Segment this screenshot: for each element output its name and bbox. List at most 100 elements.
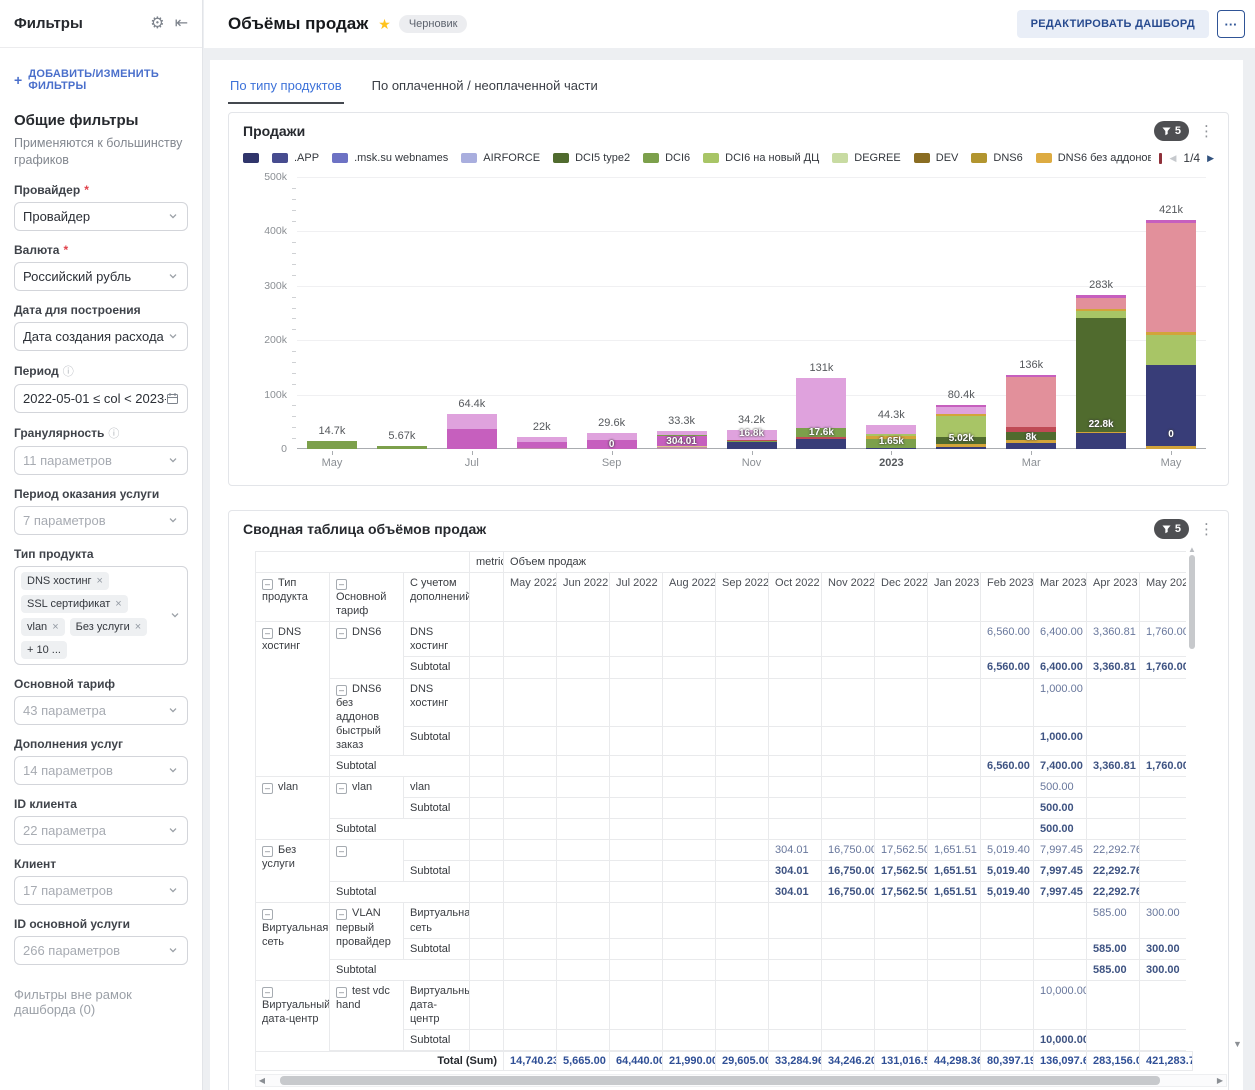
bar-segment[interactable] (796, 437, 847, 439)
favorite-star-icon[interactable]: ★ (378, 15, 391, 32)
more-values-chip[interactable]: + 10 ... (21, 640, 67, 659)
filter-select-currency[interactable]: Российский рубль (14, 261, 188, 291)
bar-segment[interactable] (796, 377, 847, 428)
legend-item[interactable]: DNS6 (971, 152, 1023, 164)
legend-item[interactable]: DEV (913, 152, 958, 164)
bar-segment[interactable] (656, 445, 707, 447)
collapse-minus-icon[interactable]: – (336, 783, 347, 795)
tab-by-paid-unpaid[interactable]: По оплаченной / неоплаченной части (371, 78, 598, 93)
legend-item[interactable]: AIRFORCE (461, 152, 540, 164)
legend-item[interactable]: .APP (272, 152, 319, 164)
bar-segment[interactable] (1146, 334, 1197, 365)
chip-remove-icon[interactable]: × (52, 620, 59, 633)
bar-segment[interactable] (1146, 331, 1197, 335)
bar-segment[interactable] (936, 407, 987, 415)
bar-segment[interactable] (516, 437, 567, 443)
gear-icon[interactable]: ⚙ (150, 14, 165, 32)
bar-segment[interactable] (726, 441, 777, 449)
bar-segment[interactable] (656, 446, 707, 449)
bar-segment[interactable] (1076, 310, 1127, 319)
legend-item[interactable]: DEGREE (832, 152, 901, 164)
collapse-minus-icon[interactable]: – (262, 783, 273, 795)
bar-segment[interactable] (1076, 295, 1127, 299)
collapse-minus-icon[interactable]: – (336, 986, 347, 998)
month-header[interactable]: May 2023 (1139, 572, 1186, 623)
bar-segment[interactable] (1006, 375, 1057, 377)
filter-select-date-field[interactable]: Дата создания расхода (14, 321, 188, 351)
bar-segment[interactable] (376, 445, 427, 449)
bar-segment[interactable] (726, 440, 777, 442)
bar-segment[interactable] (1146, 446, 1197, 449)
bar-segment[interactable] (936, 405, 987, 408)
bar-segment[interactable] (586, 432, 637, 440)
month-header[interactable]: Jul 2022 (609, 572, 664, 623)
bar-segment[interactable] (866, 447, 917, 449)
filter-select-product-type[interactable]: DNS хостинг × SSL сертификат × vlan × Без услу… (14, 565, 188, 665)
vertical-scroll-thumb[interactable] (1189, 555, 1195, 649)
bar-segment[interactable] (516, 442, 567, 449)
bar-segment[interactable] (446, 429, 497, 449)
bar-segment[interactable] (1006, 443, 1057, 449)
horizontal-scroll-thumb[interactable] (280, 1076, 1160, 1085)
filter-select-granularity[interactable]: 11 параметров (14, 445, 188, 475)
month-header[interactable]: Jan 2023 (927, 572, 982, 623)
month-header[interactable]: Oct 2022 (768, 572, 823, 623)
chip-remove-icon[interactable]: × (134, 620, 142, 633)
legend-item[interactable]: DCI6 на новый ДЦ (703, 152, 819, 164)
bar-segment[interactable] (586, 439, 637, 441)
horizontal-scrollbar[interactable]: ◀ ▶ (255, 1074, 1227, 1087)
month-header[interactable]: Jun 2022 (556, 572, 611, 623)
bar-segment[interactable] (1146, 223, 1197, 332)
legend-item[interactable] (243, 153, 259, 163)
filter-select-base-tariff[interactable]: 43 параметра (14, 695, 188, 725)
bar-segment[interactable] (1076, 318, 1127, 432)
bar-segment[interactable] (1006, 376, 1057, 427)
bar-segment[interactable] (866, 436, 917, 439)
add-edit-filters-link[interactable]: + ДОБАВИТЬ/ИЗМЕНИТЬ ФИЛЬТРЫ (14, 68, 159, 92)
month-header[interactable]: Nov 2022 (821, 572, 876, 623)
bar-segment[interactable] (936, 446, 987, 449)
bar-segment[interactable] (446, 428, 497, 430)
scroll-up-icon[interactable]: ▲ (1188, 545, 1196, 554)
collapse-minus-icon[interactable]: – (262, 846, 273, 858)
bar-segment[interactable] (1146, 364, 1197, 447)
bar-segment[interactable] (936, 444, 987, 447)
legend-next-icon[interactable]: ▶ (1207, 152, 1214, 163)
filter-select-service-period[interactable]: 7 параметров (14, 505, 188, 535)
filter-select-main-service-id[interactable]: 266 параметров (14, 935, 188, 965)
legend-item[interactable]: DCI5 type2 (553, 152, 630, 164)
legend-item[interactable]: .msk.su webnames (332, 152, 448, 164)
month-header[interactable]: Sep 2022 (715, 572, 770, 623)
bar-segment[interactable] (1076, 309, 1127, 311)
bar-segment[interactable] (586, 440, 637, 449)
collapse-minus-icon[interactable]: – (262, 986, 273, 998)
scroll-down-icon[interactable]: ▼ (1233, 1039, 1242, 1049)
bar-segment[interactable] (1146, 220, 1197, 224)
chart-menu-icon[interactable]: ⋮ (1199, 122, 1214, 140)
bar-segment[interactable] (866, 433, 917, 437)
month-header[interactable]: May 2022 (503, 572, 558, 623)
bar-segment[interactable] (796, 438, 847, 449)
bar-segment[interactable] (446, 413, 497, 429)
bar-segment[interactable] (1006, 431, 1057, 441)
collapse-minus-icon[interactable]: – (336, 909, 347, 921)
month-header[interactable]: Aug 2022 (662, 572, 717, 623)
bar-segment[interactable] (936, 437, 987, 445)
bar-segment[interactable] (656, 430, 707, 436)
bar-segment[interactable] (516, 448, 567, 449)
bar-segment[interactable] (1076, 431, 1127, 434)
chip-remove-icon[interactable]: × (115, 597, 122, 610)
bar-segment[interactable] (866, 424, 917, 434)
collapse-panel-icon[interactable]: ⇤ (174, 14, 188, 32)
collapse-minus-icon[interactable]: – (336, 628, 347, 640)
legend-item[interactable]: DCI6 (643, 152, 690, 164)
month-header[interactable]: Dec 2022 (874, 572, 929, 623)
legend-prev-icon[interactable]: ◀ (1169, 152, 1177, 163)
month-header[interactable]: Apr 2023 (1086, 572, 1141, 623)
bar-segment[interactable] (1006, 440, 1057, 444)
collapse-minus-icon[interactable]: – (336, 684, 347, 696)
month-header[interactable]: Feb 2023 (980, 572, 1035, 623)
filter-select-client[interactable]: 17 параметров (14, 875, 188, 905)
bar-segment[interactable] (796, 427, 847, 438)
table-menu-icon[interactable]: ⋮ (1199, 520, 1214, 538)
